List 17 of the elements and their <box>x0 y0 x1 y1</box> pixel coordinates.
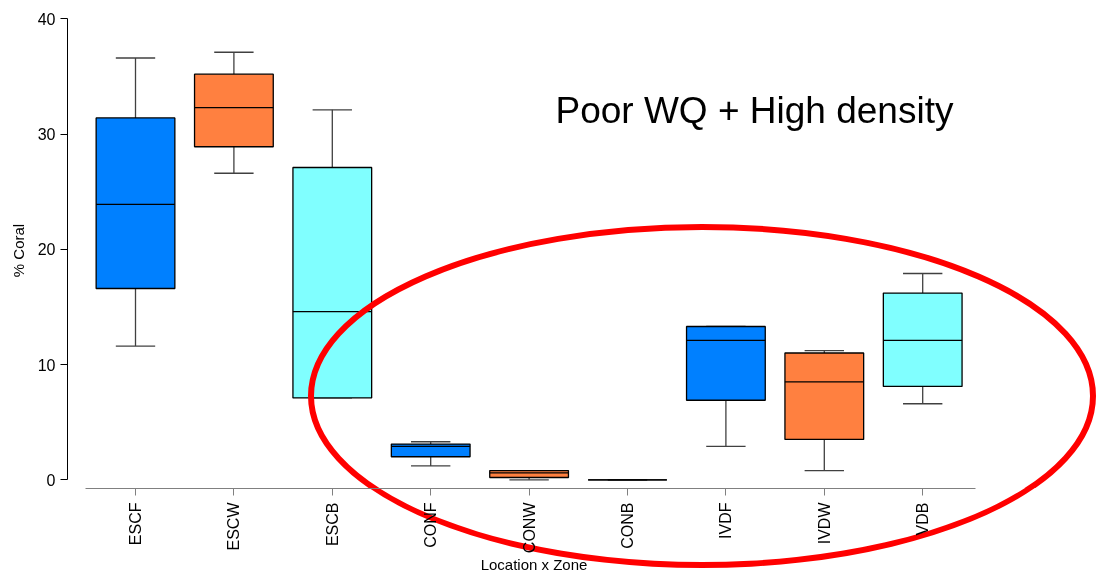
annotation: Poor WQ + High density <box>555 90 954 131</box>
y-tick-label: 0 <box>46 471 56 489</box>
y-tick-label: 20 <box>37 241 56 259</box>
y-tick-label: 30 <box>37 126 56 144</box>
x-tick-label: CONB <box>619 502 636 549</box>
x-axis-title: Location x Zone <box>480 556 588 574</box>
x-tick-label: ESCW <box>225 501 243 551</box>
x-tick-label: VDB <box>914 502 932 536</box>
x-tick-label: ESCB <box>323 502 341 547</box>
y-tick-label: 40 <box>37 10 56 28</box>
x-tick-label: CONF <box>422 502 440 548</box>
x-tick-label: ESCF <box>127 502 144 546</box>
y-tick-label: 10 <box>37 356 56 374</box>
y-axis-title: % Coral <box>9 223 27 278</box>
x-tick-label: CONW <box>520 501 538 554</box>
x-tick-label: IVDW <box>815 501 833 545</box>
x-tick-label: IVDF <box>717 502 735 539</box>
